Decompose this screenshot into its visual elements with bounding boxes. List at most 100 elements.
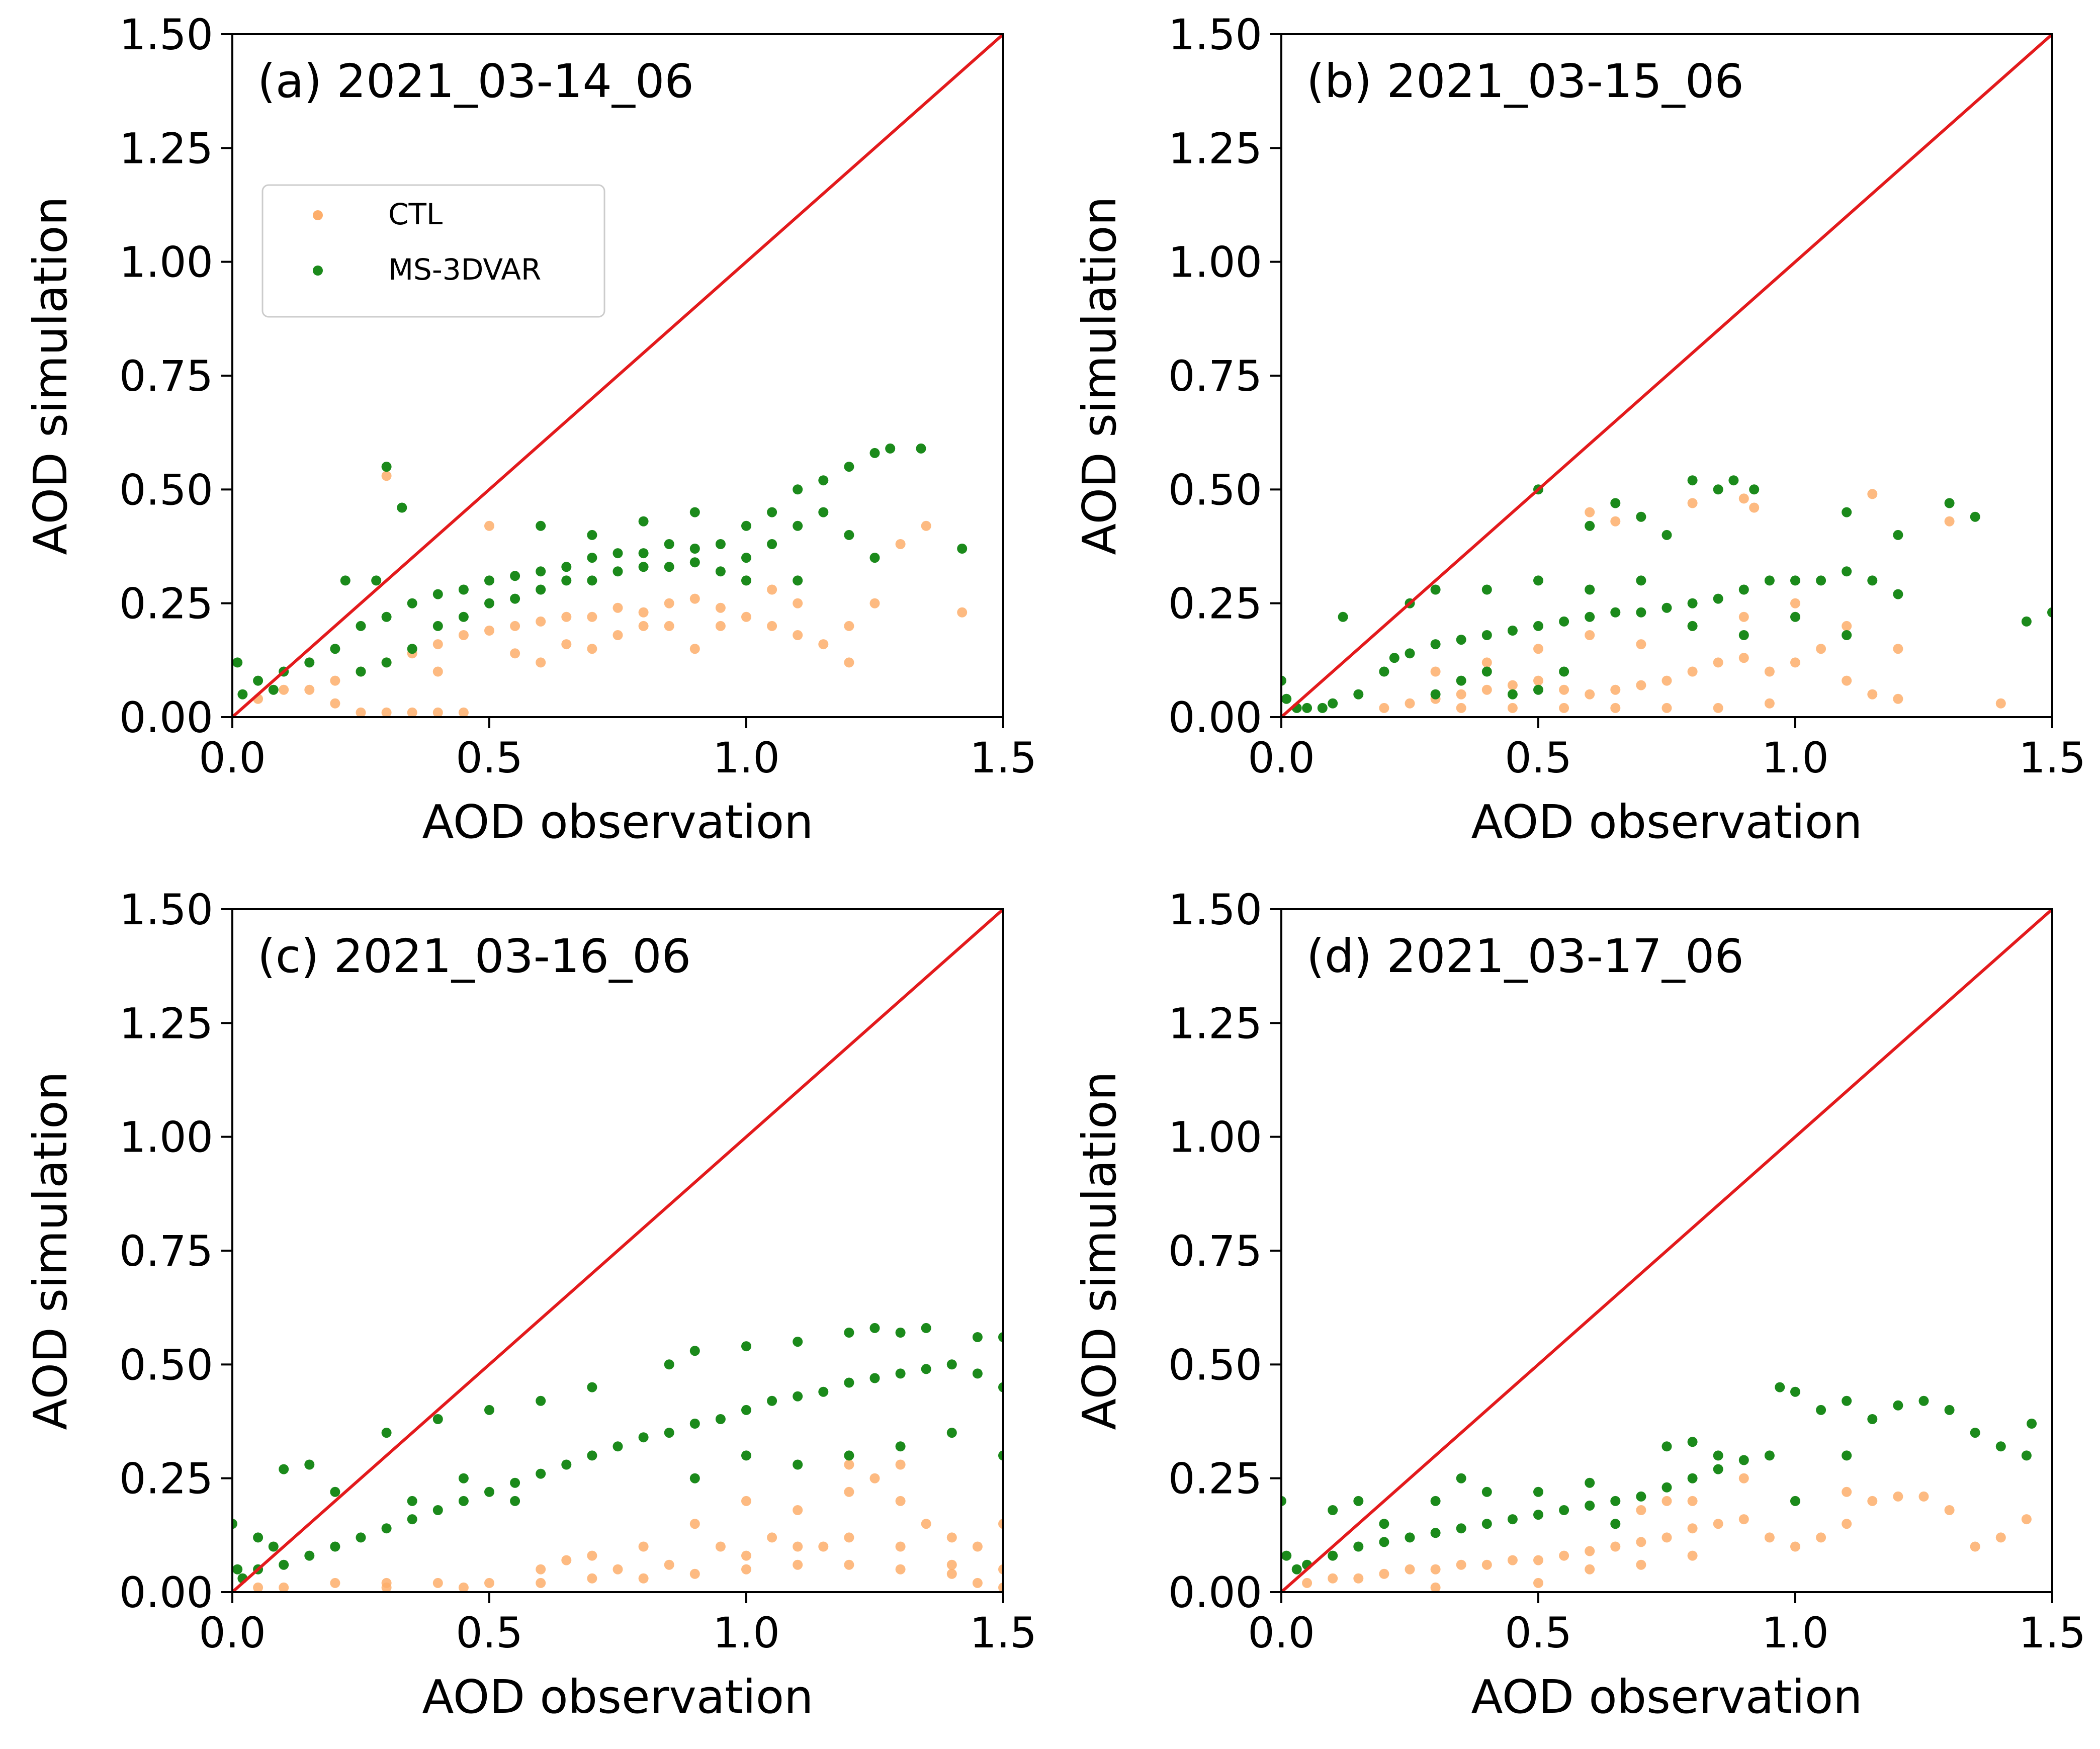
data-point	[869, 598, 880, 608]
data-point	[381, 611, 392, 622]
data-point	[998, 1382, 1003, 1392]
data-point	[767, 584, 777, 595]
data-point	[587, 1573, 597, 1584]
data-point	[1481, 1559, 1492, 1570]
data-point	[638, 607, 649, 618]
data-point	[1816, 1405, 1826, 1415]
data-point	[1610, 607, 1621, 618]
data-point	[1533, 1486, 1543, 1497]
data-point	[715, 539, 726, 549]
data-point	[1687, 1523, 1698, 1534]
data-point	[1430, 666, 1441, 677]
data-point	[1816, 644, 1826, 654]
data-point	[407, 598, 417, 608]
data-point	[356, 621, 366, 631]
identity-line	[232, 909, 1003, 1592]
data-point	[1738, 630, 1749, 640]
panel-c: 0.0 0.5 1.0 1.5 0.00 0.25 0.50 0.75 1.00 1.25 1.50…	[24, 885, 1037, 1724]
data-point	[1842, 1450, 1852, 1461]
data-point	[1430, 584, 1441, 595]
data-point	[793, 1391, 803, 1402]
data-point	[664, 598, 674, 608]
data-point	[715, 566, 726, 577]
y-axis-label: AOD simulation	[24, 196, 77, 555]
data-point	[432, 589, 443, 599]
data-point	[1481, 657, 1492, 668]
x-tick-label: 1.5	[2019, 733, 2086, 782]
data-point	[664, 1428, 674, 1438]
data-point	[1328, 698, 1338, 709]
data-point	[689, 644, 700, 654]
data-point	[1738, 1514, 1749, 1525]
data-point	[561, 562, 572, 572]
legend-label: CTL	[388, 197, 443, 231]
panel-title: (d) 2021_03-17_06	[1306, 929, 1744, 983]
data-point	[1842, 1519, 1852, 1529]
data-point	[381, 462, 392, 472]
data-point	[1636, 511, 1646, 522]
data-point	[793, 1505, 803, 1515]
y-tick-label: 1.50	[1168, 885, 1262, 934]
panel-d: 0.0 0.5 1.0 1.5 0.00 0.25 0.50 0.75 1.00 1.25 1.50…	[1073, 885, 2086, 1724]
data-point	[1687, 666, 1698, 677]
data-point	[1970, 1428, 1980, 1438]
data-point	[1610, 1519, 1621, 1529]
y-tick-label: 1.00	[119, 1113, 213, 1162]
data-point	[1944, 498, 1955, 508]
data-point	[1687, 598, 1698, 608]
legend-marker	[313, 210, 323, 220]
data-point	[1713, 703, 1723, 713]
data-point	[1281, 1550, 1292, 1561]
data-point	[1533, 621, 1543, 631]
data-point	[536, 657, 546, 668]
data-point	[793, 484, 803, 495]
data-point	[1970, 1541, 1980, 1552]
data-point	[1456, 635, 1466, 645]
series-ms-3dvar	[232, 443, 968, 699]
data-point	[1918, 1395, 1929, 1406]
data-point	[715, 621, 726, 631]
x-tick-label: 0.0	[1248, 1608, 1315, 1657]
data-point	[232, 1519, 237, 1529]
data-point	[612, 1441, 623, 1452]
series-ctl	[1302, 1473, 2032, 1592]
data-point	[1353, 689, 1364, 699]
x-tick-label: 1.5	[2019, 1608, 2086, 1657]
data-point	[381, 1523, 392, 1534]
data-point	[689, 1519, 700, 1529]
data-point	[818, 1386, 829, 1397]
y-tick-label: 1.25	[119, 124, 213, 173]
data-point	[1507, 689, 1518, 699]
data-point	[1661, 1532, 1672, 1543]
y-tick-label: 1.00	[1168, 1113, 1262, 1162]
data-point	[1738, 584, 1749, 595]
y-tick-label: 1.25	[1168, 999, 1262, 1048]
y-tick-label: 0.00	[1168, 1568, 1262, 1617]
data-point	[587, 644, 597, 654]
data-point	[921, 1323, 931, 1333]
data-point	[253, 1582, 264, 1592]
data-point	[1405, 1532, 1415, 1543]
data-point	[407, 644, 417, 654]
data-point	[818, 507, 829, 517]
x-tick-label: 0.5	[1505, 1608, 1572, 1657]
data-point	[741, 1550, 751, 1561]
data-point	[304, 657, 315, 668]
x-tick-label: 0.0	[199, 1608, 266, 1657]
data-point	[1687, 1473, 1698, 1483]
data-point	[1533, 684, 1543, 695]
data-point	[1353, 1541, 1364, 1552]
data-point	[1713, 1464, 1723, 1474]
data-point	[279, 1559, 289, 1570]
data-point	[458, 611, 469, 622]
data-point	[1661, 530, 1672, 540]
data-point	[1456, 689, 1466, 699]
data-point	[279, 684, 289, 695]
data-point	[510, 571, 520, 581]
data-point	[253, 1532, 264, 1543]
data-point	[268, 684, 279, 695]
data-point	[1533, 1510, 1543, 1520]
legend-marker	[313, 266, 323, 276]
data-point	[689, 1419, 700, 1429]
